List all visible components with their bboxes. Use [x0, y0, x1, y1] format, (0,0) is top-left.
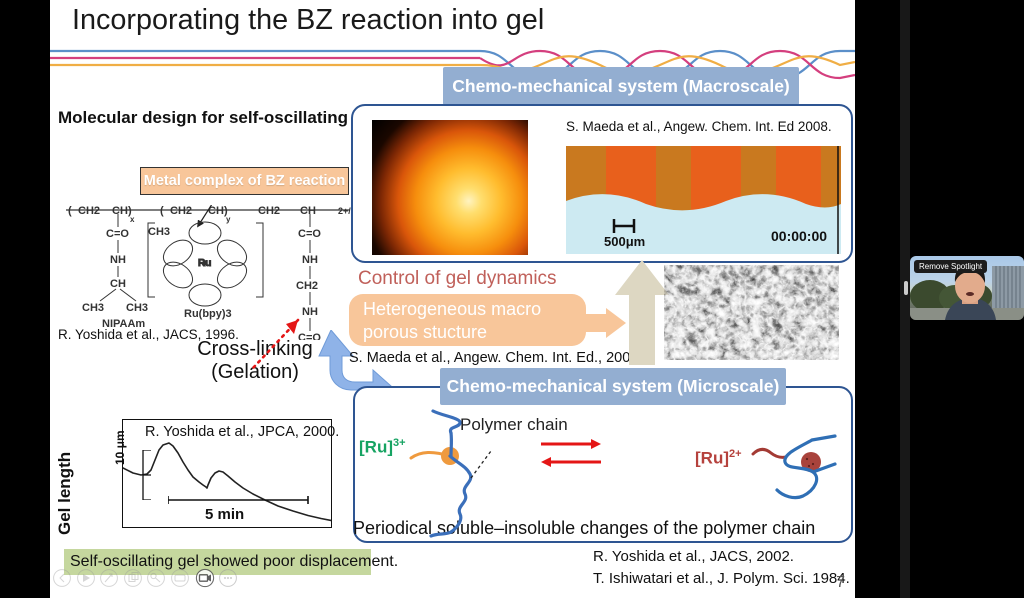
svg-text:NH: NH: [110, 254, 126, 266]
svg-text:C=O: C=O: [298, 228, 321, 240]
svg-text:CH: CH: [112, 205, 128, 217]
svg-text:CH2: CH2: [258, 205, 280, 217]
svg-text:CH3: CH3: [82, 302, 104, 314]
svg-text:CH3: CH3: [148, 226, 170, 238]
svg-text:CH: CH: [300, 205, 316, 217]
svg-text:CH: CH: [110, 278, 126, 290]
svg-text:NH: NH: [302, 306, 318, 318]
svg-text:Ru(bpy)3: Ru(bpy)3: [184, 308, 232, 320]
svg-text:CH3: CH3: [126, 302, 148, 314]
svg-text:00:00:00: 00:00:00: [771, 228, 827, 244]
svg-text:y: y: [226, 215, 231, 224]
svg-text:NH: NH: [302, 254, 318, 266]
svg-text:500μm: 500μm: [604, 234, 645, 249]
svg-text:CH2: CH2: [78, 205, 100, 217]
svg-text:(: (: [68, 205, 72, 217]
svg-text:Ru: Ru: [198, 258, 211, 269]
svg-text:x: x: [130, 215, 135, 224]
svg-text:CH2: CH2: [170, 205, 192, 217]
svg-text:(: (: [160, 205, 164, 217]
svg-text:C=O: C=O: [106, 228, 129, 240]
svg-text:CH2: CH2: [296, 280, 318, 292]
